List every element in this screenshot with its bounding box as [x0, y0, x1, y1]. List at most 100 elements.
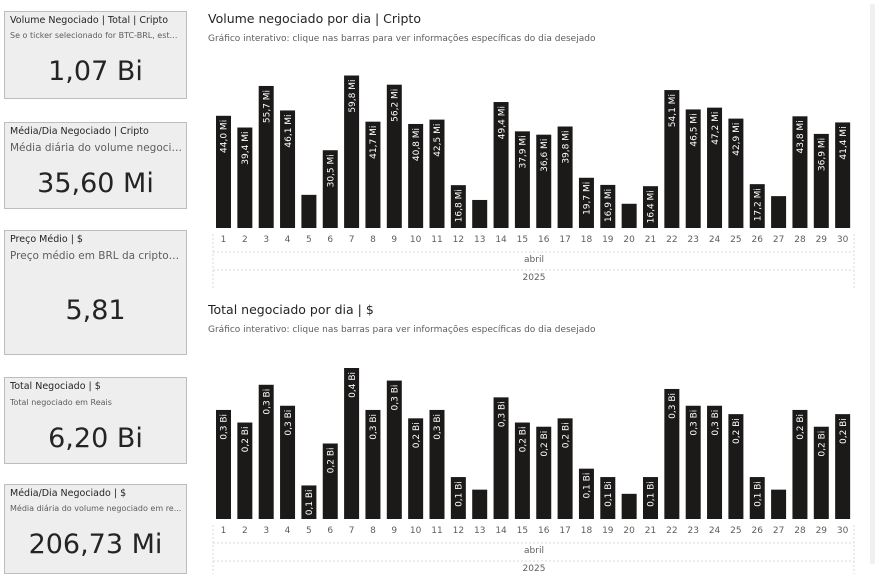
bar[interactable]	[344, 75, 360, 228]
bar[interactable]	[365, 409, 381, 519]
bar[interactable]	[472, 199, 488, 228]
tick-label: 6	[327, 235, 333, 245]
bar[interactable]	[472, 489, 488, 519]
bar[interactable]	[450, 185, 466, 228]
bar[interactable]	[258, 85, 274, 228]
bar[interactable]	[643, 477, 658, 519]
bar[interactable]	[835, 414, 851, 519]
bar[interactable]	[237, 422, 253, 519]
kpi-card-media-dia-cripto[interactable]: Média/Dia Negociado | Cripto Média diári…	[4, 122, 187, 209]
bar[interactable]	[707, 107, 723, 228]
data-label: 39,8 Mi	[561, 131, 571, 164]
data-label: 46,1 Mi	[284, 114, 294, 147]
bar[interactable]	[429, 409, 445, 519]
chart1-volume-cripto[interactable]: 44,0 Mi 1 39,4 Mi 2 55,7 Mi 3 46,1 Mi 4 5 30,5 Mi…	[208, 55, 858, 288]
bar[interactable]	[408, 418, 424, 519]
bar[interactable]	[728, 118, 744, 228]
card-value: 5,81	[65, 295, 126, 326]
bar[interactable]	[813, 426, 829, 519]
bar[interactable]	[344, 368, 360, 519]
bar[interactable]	[536, 426, 552, 519]
bar[interactable]	[600, 184, 616, 228]
data-label: 49,4 Mi	[497, 106, 507, 139]
bar[interactable]	[301, 485, 317, 519]
bar[interactable]	[621, 203, 637, 228]
bar[interactable]	[792, 116, 808, 228]
bar[interactable]	[365, 121, 381, 228]
bar[interactable]	[322, 443, 338, 520]
chart2-subtitle: Gráfico interativo: clique nas barras pa…	[208, 325, 596, 335]
tick-label: 12	[453, 235, 464, 245]
tick-label: 4	[285, 235, 291, 245]
bar[interactable]	[216, 409, 231, 519]
bar[interactable]	[493, 102, 509, 228]
bar[interactable]	[621, 493, 637, 519]
chart1-title: Volume negociado por dia | Cripto	[208, 11, 421, 26]
bar[interactable]	[643, 186, 658, 228]
tick-label: 14	[495, 235, 507, 245]
data-label: 47,2 Mi	[711, 112, 721, 145]
bar[interactable]	[386, 380, 402, 519]
bar[interactable]	[216, 115, 231, 228]
bar[interactable]	[749, 184, 765, 228]
data-label: 0,2 Bi	[796, 414, 806, 440]
bar[interactable]	[514, 131, 530, 228]
bar[interactable]	[578, 468, 594, 519]
tick-label: 1	[221, 526, 227, 536]
bar[interactable]	[450, 477, 466, 519]
bar[interactable]	[557, 418, 573, 519]
data-label: 0,3 Bi	[220, 414, 230, 440]
vertical-scrollbar[interactable]	[870, 4, 875, 564]
bar[interactable]	[792, 409, 808, 519]
data-label: 16,8 Mi	[455, 189, 465, 222]
tick-label: 23	[687, 526, 698, 536]
bar[interactable]	[557, 126, 573, 228]
tick-label: 10	[410, 526, 422, 536]
bar[interactable]	[258, 384, 274, 519]
data-label: 55,7 Mi	[262, 90, 272, 123]
bar[interactable]	[301, 194, 317, 228]
tick-label: 12	[453, 526, 464, 536]
bar[interactable]	[813, 133, 829, 228]
bar[interactable]	[514, 422, 530, 519]
bar[interactable]	[835, 122, 851, 228]
bar[interactable]	[685, 405, 701, 519]
chart2-total-reais[interactable]: 0,3 Bi 1 0,2 Bi 2 0,3 Bi 3 0,3 Bi 4 0,1 Bi 5 0,2 B…	[208, 348, 858, 574]
bar[interactable]	[386, 84, 402, 228]
bar[interactable]	[493, 397, 509, 519]
bar[interactable]	[771, 196, 787, 228]
tick-label: 20	[623, 235, 635, 245]
tick-label: 29	[816, 235, 828, 245]
bar[interactable]	[429, 119, 445, 228]
bar[interactable]	[280, 110, 296, 228]
bar[interactable]	[536, 134, 552, 228]
bar[interactable]	[664, 90, 680, 228]
card-subtitle: Total negociado em Reais	[10, 398, 112, 407]
kpi-card-preco-medio[interactable]: Preço Médio | $ Preço médio em BRL da cr…	[4, 230, 187, 355]
card-value: 1,07 Bi	[48, 56, 143, 87]
tick-label: 7	[349, 235, 355, 245]
bar[interactable]	[664, 388, 680, 519]
bar[interactable]	[707, 405, 723, 519]
tick-label: 11	[431, 526, 442, 536]
kpi-card-total-negociado[interactable]: Total Negociado | $ Total negociado em R…	[4, 377, 187, 464]
data-label: 0,3 Bi	[711, 410, 721, 436]
kpi-card-volume-total[interactable]: Volume Negociado | Total | Cripto Se o t…	[4, 11, 187, 99]
bar[interactable]	[685, 109, 701, 228]
tick-label: 24	[709, 526, 721, 536]
bar[interactable]	[771, 489, 787, 519]
kpi-card-media-dia-reais[interactable]: Média/Dia Negociado | $ Média diária do …	[4, 484, 187, 574]
bar[interactable]	[600, 477, 616, 519]
card-title: Preço Médio | $	[10, 234, 83, 245]
bar[interactable]	[322, 150, 338, 228]
bar[interactable]	[280, 405, 296, 519]
bar[interactable]	[578, 177, 594, 228]
data-label: 37,9 Mi	[519, 135, 529, 168]
bar[interactable]	[237, 127, 253, 228]
data-label: 0,2 Bi	[839, 418, 849, 444]
bar[interactable]	[408, 123, 424, 228]
chart2-title: Total negociado por dia | $	[208, 302, 374, 317]
bar[interactable]	[749, 477, 765, 519]
tick-label: 18	[581, 235, 593, 245]
bar[interactable]	[728, 414, 744, 519]
